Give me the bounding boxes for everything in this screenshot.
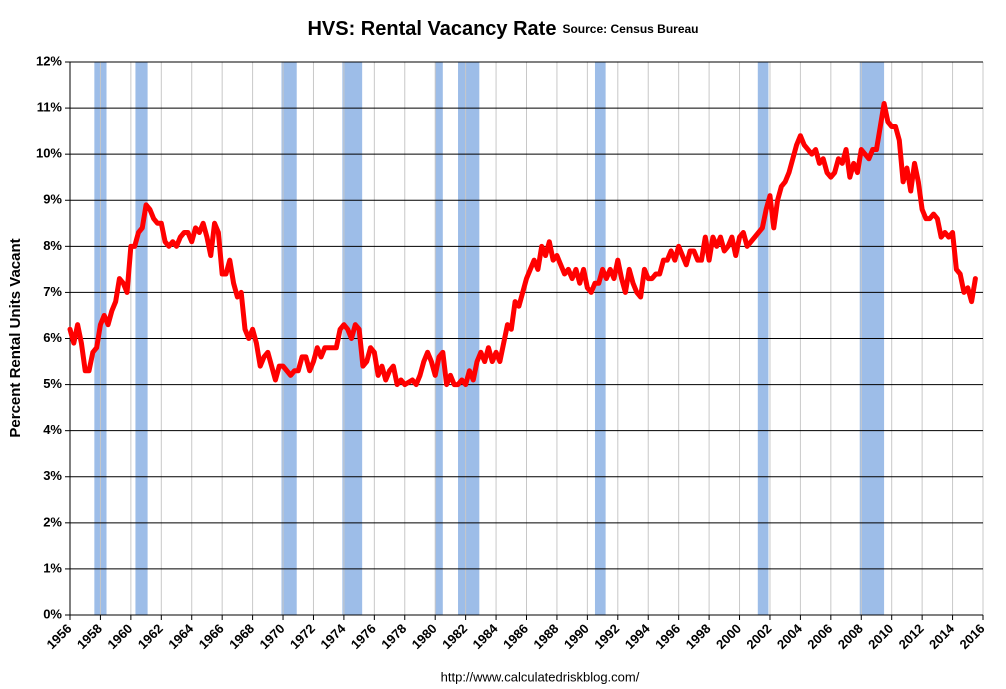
x-tick-label: 1990 [561,621,592,652]
y-tick-label: 10% [36,146,62,161]
x-tick-label: 2002 [743,621,774,652]
x-tick-label: 1978 [378,621,409,652]
y-tick-label: 2% [43,514,62,529]
y-tick-label: 7% [43,284,62,299]
x-tick-label: 1984 [470,620,502,652]
y-tick-label: 1% [43,560,62,575]
data-line [67,100,978,388]
x-tick-label: 1970 [257,621,288,652]
x-tick-label: 1982 [439,621,470,652]
x-tick-label: 2012 [896,621,927,652]
x-tick-label: 1966 [196,621,227,652]
chart-title: HVS: Rental Vacancy Rate Source: Census B… [307,18,698,40]
y-tick-label: 3% [43,468,62,483]
x-tick-label: 1986 [500,621,531,652]
footer: http://www.calculatedriskblog.com/ [441,669,640,684]
x-tick-label: 2014 [926,620,958,652]
subtitle: Source: Census Bureau [562,22,698,36]
x-tick-label: 1960 [104,621,135,652]
x-tick-label: 1968 [226,621,257,652]
y-tick-label: 9% [43,192,62,207]
y-axis-label: Percent Rental Units Vacant [7,238,24,437]
x-tick-label: 1972 [287,621,318,652]
x-tick-label: 1996 [652,621,683,652]
x-tick-label: 1964 [165,620,197,652]
x-tick-label: 1994 [622,620,654,652]
x-tick-label: 1974 [317,620,349,652]
x-tick-label: 2006 [804,621,835,652]
x-tick-label: 1956 [43,621,74,652]
x-tick-label: 1976 [348,621,379,652]
x-tick-label: 1962 [135,621,166,652]
y-tick-label: 0% [43,606,62,621]
y-tick-label: 6% [43,330,62,345]
x-tick-label: 1980 [409,621,440,652]
x-tick-label: 1998 [683,621,714,652]
y-tick-label: 4% [43,422,62,437]
x-tick-label: 2000 [713,621,744,652]
y-tick-label: 8% [43,238,62,253]
x-tick-label: 2008 [835,621,866,652]
title: HVS: Rental Vacancy Rate [307,18,556,40]
x-tick-label: 1992 [591,621,622,652]
x-tick-label: 2004 [774,620,806,652]
x-tick-label: 1958 [74,621,105,652]
x-tick-label: 1988 [530,621,561,652]
x-tick-label: 2016 [956,621,987,652]
y-tick-label: 5% [43,376,62,391]
y-tick-label: 11% [37,100,63,115]
x-tick-label: 2010 [865,621,896,652]
y-tick-label: 12% [36,53,62,68]
